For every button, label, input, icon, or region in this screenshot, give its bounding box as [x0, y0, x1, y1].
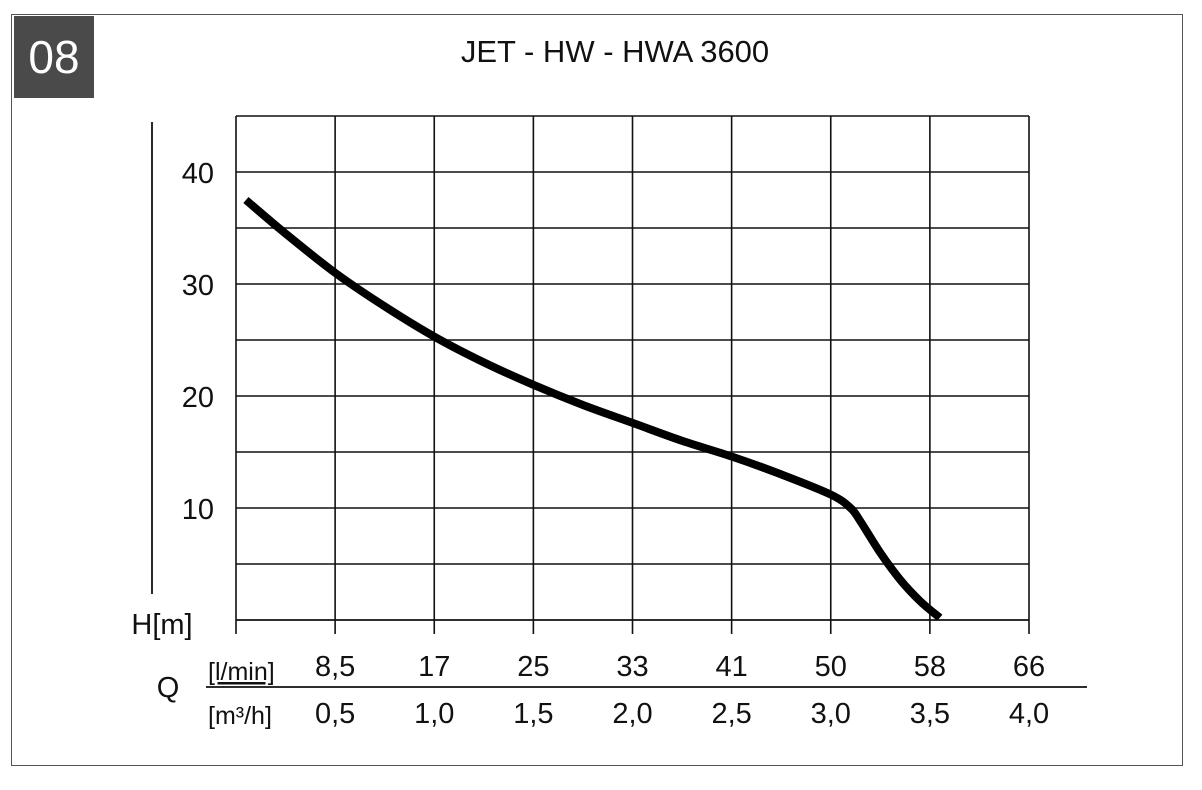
x-tick-label-lmin: 50 — [815, 651, 847, 683]
x-tick-label-lmin: 33 — [616, 651, 648, 683]
y-axis-label: H[m] — [131, 609, 192, 641]
x-unit-primary: [l/min] — [208, 658, 275, 686]
y-tick-label: 10 — [182, 494, 214, 526]
x-tick-label-m3h: 1,0 — [414, 698, 454, 730]
x-tick-label-m3h: 4,0 — [1009, 698, 1049, 730]
x-tick-label-lmin: 25 — [517, 651, 549, 683]
x-tick-label-lmin: 41 — [715, 651, 747, 683]
x-tick-label-m3h: 3,5 — [910, 698, 950, 730]
curve — [243, 196, 943, 621]
x-tick-label-m3h: 1,5 — [513, 698, 553, 730]
x-tick-label-m3h: 3,0 — [811, 698, 851, 730]
x-tick-label-lmin: 8,5 — [315, 651, 355, 683]
x-unit-secondary: [m³/h] — [208, 702, 272, 730]
x-tick-label-m3h: 0,5 — [315, 698, 355, 730]
y-tick-label: 40 — [182, 158, 214, 190]
x-tick-label-lmin: 58 — [914, 651, 946, 683]
x-tick-label-lmin: 66 — [1013, 651, 1045, 683]
y-tick-label: 30 — [182, 270, 214, 302]
labels: 10 20 30 40 H[m] Q [l/min] [m³/h] 8,5 0,5 17 1,0 25 1… — [131, 158, 1049, 730]
x-tick-label-lmin: 17 — [418, 651, 450, 683]
chart-title: JET - HW - HWA 3600 — [460, 34, 770, 69]
grid — [236, 115, 1030, 620]
chart-frame — [11, 14, 1183, 766]
x-tick-label-m3h: 2,0 — [612, 698, 652, 730]
x-tick-label-m3h: 2,5 — [711, 698, 751, 730]
x-axis-label: Q — [157, 672, 180, 704]
series-line-hq-curve — [243, 196, 943, 621]
figure-number-badge: 08 — [14, 16, 94, 98]
axes — [151, 116, 1087, 688]
y-tick-label: 20 — [182, 382, 214, 414]
